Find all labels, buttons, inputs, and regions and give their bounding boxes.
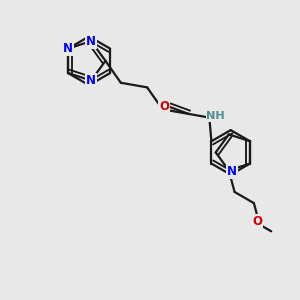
Text: N: N [63,42,73,55]
Text: N: N [86,74,96,87]
Text: O: O [159,100,169,113]
Text: O: O [252,214,262,228]
Text: N: N [227,165,237,178]
Text: NH: NH [206,111,225,121]
Text: N: N [86,34,96,48]
